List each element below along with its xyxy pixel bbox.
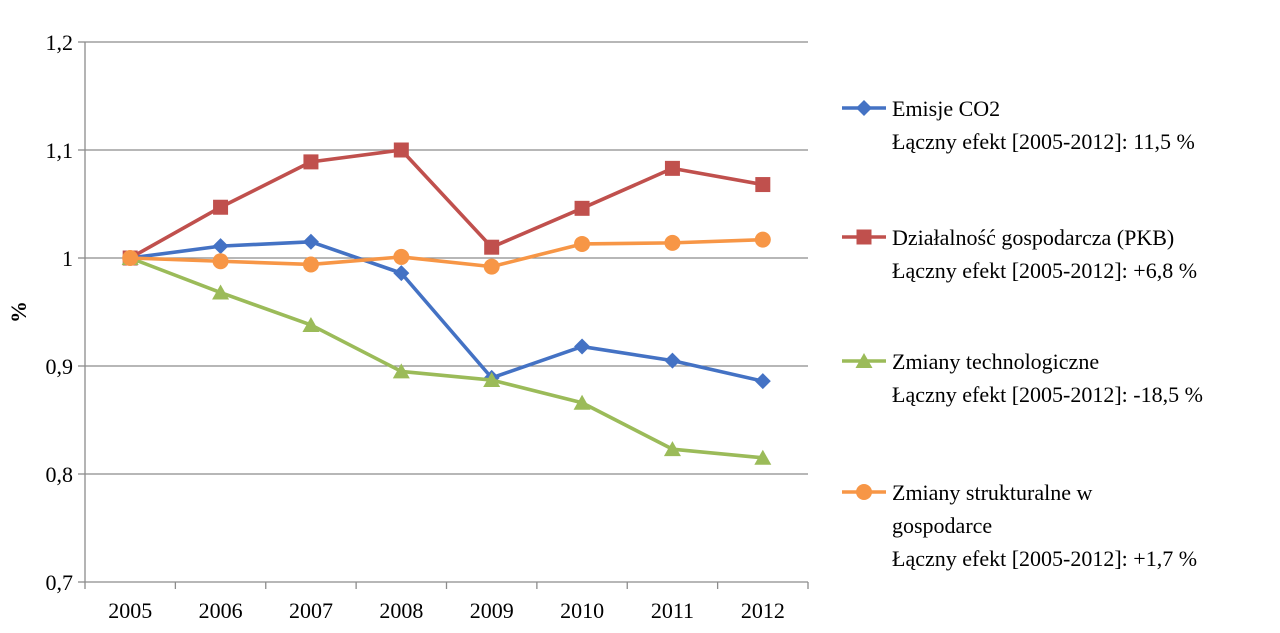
x-tick-label: 2010: [560, 598, 604, 623]
legend-entry: Działalność gospodarcza (PKB) Łączny efek…: [842, 225, 1197, 283]
gridlines: [85, 41, 808, 475]
x-tick-label: 2009: [470, 598, 514, 623]
data-point: [393, 248, 410, 265]
legend-marker: [855, 353, 873, 368]
data-point: [664, 352, 681, 369]
x-axis-ticks: 2005 2006 2007 2008 2009 2010 2011 2012: [84, 582, 809, 623]
data-point: [483, 258, 500, 275]
y-tick-label: 1,1: [46, 138, 74, 163]
legend-label: Działalność gospodarcza (PKB): [892, 225, 1174, 250]
legend-label: Zmiany strukturalne w: [892, 480, 1093, 505]
data-point: [393, 142, 409, 158]
series-layer: [121, 142, 772, 465]
series-line: [129, 256, 763, 460]
data-point: [483, 372, 501, 388]
legend-marker: [856, 229, 872, 245]
data-point: [574, 235, 591, 252]
data-point: [663, 441, 681, 457]
data-point: [302, 256, 319, 273]
data-point: [754, 449, 772, 465]
y-axis-label: %: [6, 301, 31, 323]
legend-label: gospodarce: [892, 513, 992, 538]
data-point: [212, 253, 229, 270]
legend-entry: Emisje CO2 Łączny efekt [2005-2012]: 11,5…: [842, 96, 1195, 154]
series-line: [129, 240, 764, 383]
x-tick-label: 2007: [289, 598, 333, 623]
legend-entry: Zmiany technologiczne Łączny efekt [2005-…: [842, 349, 1203, 407]
data-point: [754, 231, 771, 248]
series-4: [122, 231, 771, 275]
legend-label: Łączny efekt [2005-2012]: +6,8 %: [892, 258, 1197, 283]
legend-label: Łączny efekt [2005-2012]: +1,7 %: [892, 546, 1197, 571]
legend-label: Zmiany technologiczne: [892, 349, 1099, 374]
data-point: [213, 199, 229, 215]
x-tick-label: 2012: [741, 598, 785, 623]
data-point: [574, 200, 590, 216]
x-tick-label: 2005: [108, 598, 152, 623]
legend-label: Łączny efekt [2005-2012]: 11,5 %: [892, 129, 1195, 154]
data-point: [212, 238, 229, 255]
data-point: [393, 265, 410, 282]
data-point: [302, 233, 319, 250]
legend-marker: [856, 484, 872, 500]
data-point: [755, 177, 771, 193]
data-point: [302, 316, 320, 332]
data-point: [392, 363, 410, 379]
x-tick-label: 2011: [651, 598, 694, 623]
axes: [84, 42, 808, 583]
data-point: [664, 160, 680, 176]
y-axis-ticks: 0,7 0,8 0,9 1 1,1 1,2: [46, 30, 85, 595]
legend-entry: Zmiany strukturalne w gospodarce Łączny ef…: [842, 480, 1197, 571]
data-point: [303, 154, 319, 170]
y-tick-label: 0,8: [46, 462, 74, 487]
series-line: [130, 237, 763, 269]
y-tick-label: 1,2: [46, 30, 74, 55]
legend: Emisje CO2 Łączny efekt [2005-2012]: 11,5…: [842, 96, 1203, 571]
y-tick-label: 0,9: [46, 354, 74, 379]
y-tick-label: 1: [62, 246, 73, 271]
data-point: [212, 284, 230, 300]
data-point: [573, 394, 591, 410]
legend-label: Łączny efekt [2005-2012]: -18,5 %: [892, 382, 1203, 407]
data-point: [574, 338, 591, 355]
data-point: [122, 250, 139, 266]
data-point: [484, 239, 500, 255]
legend-marker: [856, 100, 872, 116]
x-tick-label: 2006: [199, 598, 243, 623]
series-line: [129, 148, 764, 260]
legend-label: Emisje CO2: [892, 96, 1000, 121]
data-point: [664, 234, 681, 251]
y-tick-label: 0,7: [46, 570, 74, 595]
x-tick-label: 2008: [379, 598, 423, 623]
data-point: [754, 373, 771, 390]
